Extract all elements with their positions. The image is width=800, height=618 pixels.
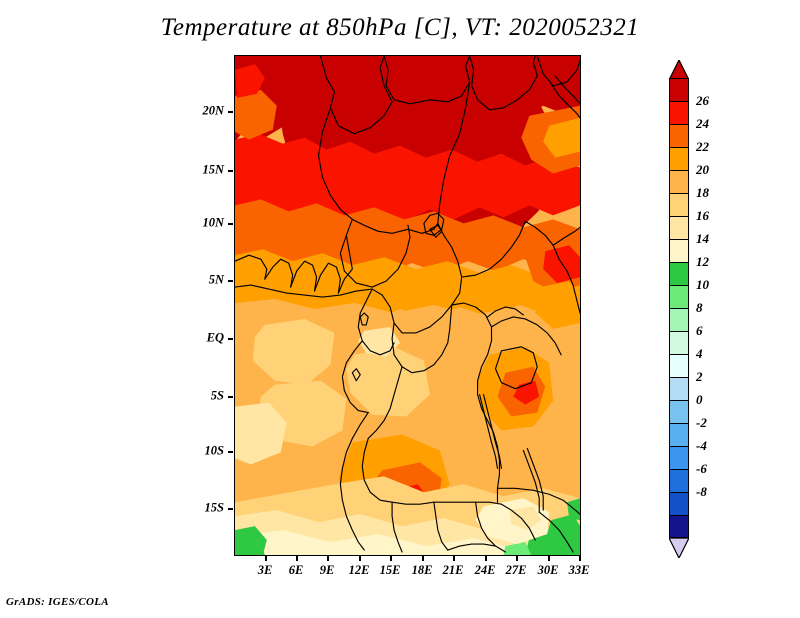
x-tick-6e xyxy=(296,556,298,561)
colorbar-tick-label: -6 xyxy=(696,461,707,476)
colorbar-tick-label: 6 xyxy=(696,323,703,338)
colorbar-swatch xyxy=(669,101,689,124)
colorbar-swatch xyxy=(669,78,689,101)
colorbar-swatch xyxy=(669,469,689,492)
colorbar-tick-label: 4 xyxy=(696,346,703,361)
x-axis-label-12e: 12E xyxy=(348,563,370,577)
colorbar-arrow-bottom xyxy=(669,538,689,558)
x-tick-9e xyxy=(327,556,329,561)
x-tick-21e xyxy=(453,556,455,561)
x-axis-label-30e: 30E xyxy=(537,563,559,577)
page-title: Temperature at 850hPa [C], VT: 202005232… xyxy=(160,14,640,41)
y-tick-10n xyxy=(228,223,233,225)
colorbar-tick-label: 24 xyxy=(696,116,709,131)
colorbar-swatch xyxy=(669,262,689,285)
colorbar-tick-label: 10 xyxy=(696,277,709,292)
colorbar-tick-label: 2 xyxy=(696,369,703,384)
x-tick-24e xyxy=(485,556,487,561)
y-tick-eq xyxy=(228,338,233,340)
colorbar-tick-label: 8 xyxy=(696,300,703,315)
colorbar-tick-label: -2 xyxy=(696,415,707,430)
colorbar-tick-label: 12 xyxy=(696,254,709,269)
y-tick-15s xyxy=(228,508,233,510)
x-tick-15e xyxy=(390,556,392,561)
colorbar-tick-label: -4 xyxy=(696,438,707,453)
colorbar-swatch xyxy=(669,377,689,400)
colorbar-swatch xyxy=(669,492,689,515)
y-tick-10s xyxy=(228,451,233,453)
colorbar-tick-label: 22 xyxy=(696,139,709,154)
y-axis-label-5s: 5S xyxy=(210,388,224,403)
y-axis-label-5n: 5N xyxy=(208,272,224,287)
colorbar-swatch xyxy=(669,308,689,331)
colorbar-swatch xyxy=(669,515,689,538)
colorbar-swatch xyxy=(669,400,689,423)
colorbar-swatch xyxy=(669,285,689,308)
colorbar-swatch xyxy=(669,446,689,469)
x-axis-label-6e: 6E xyxy=(288,563,304,577)
x-axis-label-33e: 33E xyxy=(568,563,590,577)
x-axis-label-3e: 3E xyxy=(257,563,273,577)
y-tick-5s xyxy=(228,396,233,398)
colorbar-swatch xyxy=(669,354,689,377)
colorbar-swatches xyxy=(669,78,689,538)
y-axis-label-20n: 20N xyxy=(202,103,224,118)
x-axis-label-24e: 24E xyxy=(474,563,496,577)
x-axis-label-21e: 21E xyxy=(442,563,464,577)
colorbar-tick-label: 26 xyxy=(696,93,709,108)
colorbar-tick-label: -8 xyxy=(696,484,707,499)
colorbar-tick-label: 18 xyxy=(696,185,709,200)
x-tick-30e xyxy=(548,556,550,561)
x-axis-label-18e: 18E xyxy=(411,563,433,577)
colorbar-swatch xyxy=(669,239,689,262)
x-axis-label-27e: 27E xyxy=(505,563,527,577)
colorbar-tick-label: 14 xyxy=(696,231,709,246)
colorbar-swatch xyxy=(669,193,689,216)
credit-text: GrADS: IGES/COLA xyxy=(6,596,109,608)
temperature-field xyxy=(235,56,580,555)
y-tick-5n xyxy=(228,280,233,282)
colorbar-tick-label: 0 xyxy=(696,392,703,407)
colorbar-tick-label: 16 xyxy=(696,208,709,223)
x-tick-12e xyxy=(359,556,361,561)
colorbar-arrow-top xyxy=(669,60,689,80)
colorbar: 26 24 22 20 18 16 14 12 10 8 6 4 2 0 -2 -4 -6 -8 xyxy=(666,60,786,560)
y-axis-label-15n: 15N xyxy=(202,162,224,177)
x-tick-33e xyxy=(579,556,581,561)
colorbar-swatch xyxy=(669,331,689,354)
map-plot-area xyxy=(234,55,581,556)
y-tick-15n xyxy=(228,170,233,172)
y-tick-20n xyxy=(228,111,233,113)
colorbar-tick-label: 20 xyxy=(696,162,709,177)
colorbar-swatch xyxy=(669,170,689,193)
x-tick-18e xyxy=(422,556,424,561)
y-axis-label-10s: 10S xyxy=(204,443,224,458)
colorbar-swatch xyxy=(669,124,689,147)
colorbar-swatch xyxy=(669,216,689,239)
x-axis-label-9e: 9E xyxy=(319,563,335,577)
y-axis-label-eq: EQ xyxy=(206,330,224,345)
x-axis-label-15e: 15E xyxy=(379,563,401,577)
colorbar-swatch xyxy=(669,423,689,446)
x-tick-27e xyxy=(516,556,518,561)
y-axis-label-15s: 15S xyxy=(204,500,224,515)
colorbar-swatch xyxy=(669,147,689,170)
y-axis-label-10n: 10N xyxy=(202,215,224,230)
x-tick-3e xyxy=(265,556,267,561)
